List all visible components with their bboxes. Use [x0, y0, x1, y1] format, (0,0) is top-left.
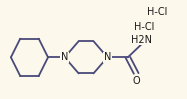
Text: O: O: [132, 76, 140, 86]
Text: N: N: [61, 52, 68, 62]
Text: H-Cl: H-Cl: [147, 7, 168, 17]
Text: H2N: H2N: [131, 35, 152, 45]
Text: H-Cl: H-Cl: [134, 22, 155, 32]
Text: N: N: [104, 52, 111, 62]
